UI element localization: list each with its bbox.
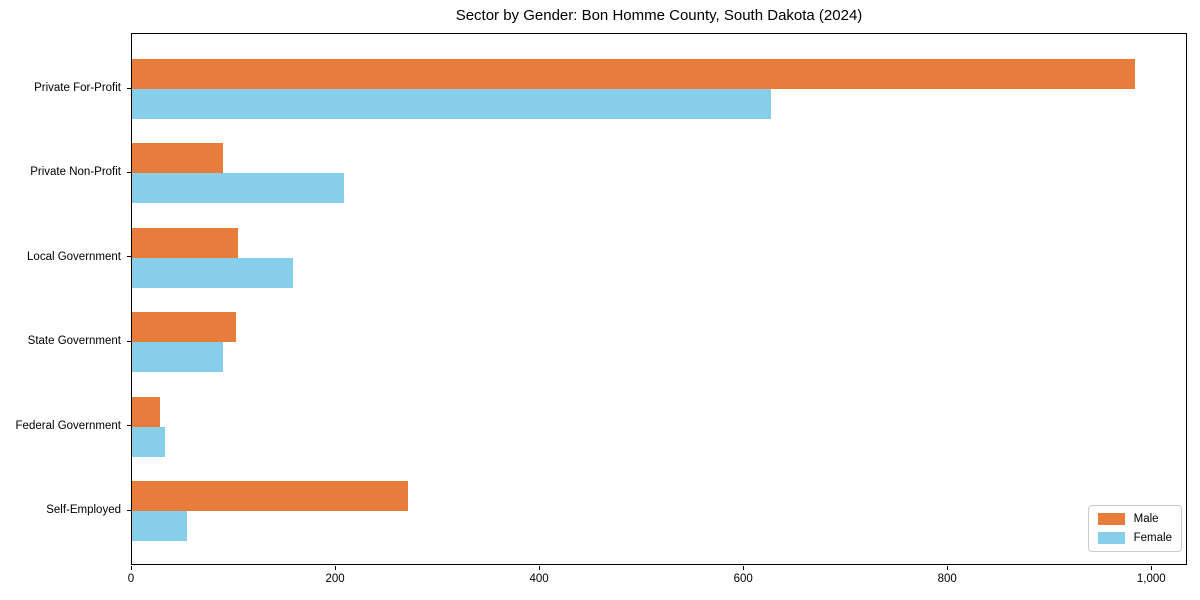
y-tick-mark-local-government (127, 256, 131, 258)
bar-female-federal-government (132, 426, 165, 457)
x-tick-label-1000: 1,000 (1136, 573, 1166, 585)
bar-male-federal-government (132, 396, 160, 427)
y-tick-mark-self-employed (127, 509, 131, 511)
y-tick-label-state-government: State Government (27, 335, 121, 348)
y-tick-label-federal-government: Federal Government (15, 419, 121, 432)
y-tick-label-private-non-profit: Private Non-Profit (30, 166, 121, 179)
bar-male-private-for-profit (132, 59, 1135, 89)
x-tick-mark-600 (742, 566, 744, 570)
legend-entry-male: Male (1097, 513, 1172, 525)
bar-female-private-for-profit (132, 89, 771, 119)
plot-area: Male Female (131, 33, 1187, 565)
legend: Male Female (1087, 505, 1182, 552)
bar-male-state-government (132, 312, 237, 343)
legend-label-female: Female (1133, 532, 1172, 544)
x-tick-label-600: 600 (733, 573, 753, 585)
x-tick-mark-400 (538, 566, 540, 570)
x-tick-mark-200 (334, 566, 336, 570)
male-color-swatch (1097, 513, 1125, 525)
chart-title: Sector by Gender: Bon Homme County, Sout… (455, 7, 863, 24)
x-tick-label-0: 0 (127, 573, 135, 585)
y-tick-mark-federal-government (127, 425, 131, 427)
y-tick-label-local-government: Local Government (27, 250, 121, 263)
bar-female-private-non-profit (132, 173, 345, 204)
y-tick-label-self-employed: Self-Employed (46, 504, 121, 516)
x-axis: 0 200 400 600 800 1,000 (127, 566, 1187, 596)
y-tick-mark-private-non-profit (127, 171, 131, 173)
y-axis: Private For-Profit Private Non-Profit Loca… (0, 33, 131, 565)
bar-male-local-government (132, 227, 239, 258)
y-tick-mark-state-government (127, 340, 131, 342)
female-color-swatch (1097, 532, 1125, 544)
y-tick-mark-private-for-profit (127, 87, 131, 89)
bar-male-private-non-profit (132, 143, 223, 174)
x-tick-mark-0 (130, 566, 132, 570)
x-tick-label-400: 400 (529, 573, 549, 585)
bar-female-self-employed (132, 511, 188, 541)
x-tick-label-200: 200 (325, 573, 345, 585)
legend-label-male: Male (1133, 513, 1159, 525)
bar-male-self-employed (132, 481, 408, 511)
bar-female-state-government (132, 342, 223, 373)
x-tick-label-800: 800 (937, 573, 957, 585)
y-tick-label-private-for-profit: Private For-Profit (34, 82, 121, 94)
x-tick-mark-800 (946, 566, 948, 570)
bar-female-local-government (132, 257, 294, 288)
x-tick-mark-1000 (1150, 566, 1152, 570)
legend-entry-female: Female (1097, 532, 1172, 544)
